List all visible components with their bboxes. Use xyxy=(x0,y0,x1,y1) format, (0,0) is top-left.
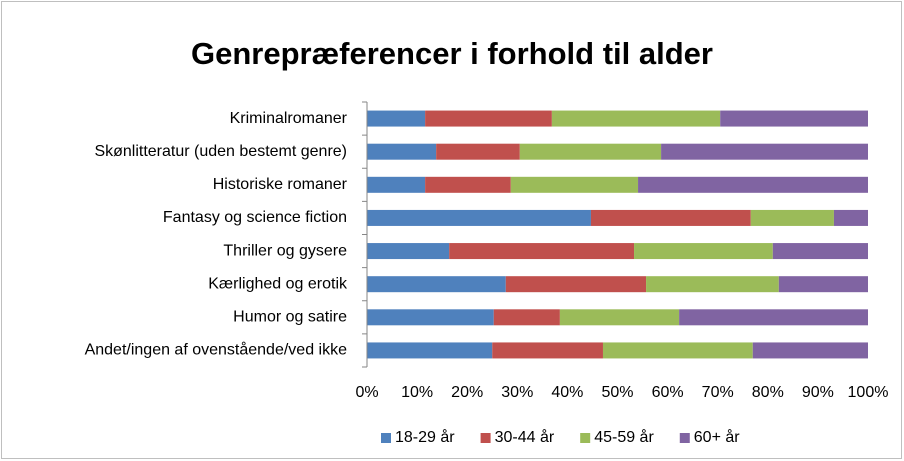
bar-segment xyxy=(425,110,552,127)
bar-segment xyxy=(750,209,834,226)
bar-segment xyxy=(367,309,494,326)
bar-segment xyxy=(493,309,560,326)
bar-segment xyxy=(833,209,868,226)
x-tick-label: 80% xyxy=(752,384,784,401)
bar-segment xyxy=(449,243,635,260)
x-tick-label: 40% xyxy=(551,384,583,401)
bar-segment xyxy=(367,143,437,160)
x-tick-label: 20% xyxy=(451,384,483,401)
x-tick-label: 90% xyxy=(802,384,834,401)
bar-segment xyxy=(505,276,647,293)
legend-label: 60+ år xyxy=(694,428,740,446)
x-tick-label: 30% xyxy=(501,384,533,401)
bar-segment xyxy=(367,243,450,260)
x-tick-label: 0% xyxy=(355,384,378,401)
bar-segment xyxy=(492,342,603,359)
y-tick-label: Thriller og gysere xyxy=(223,242,347,259)
bar-segment xyxy=(425,176,511,193)
bar-segment xyxy=(679,309,868,326)
y-tick-label: Andet/ingen af ovenstående/ved ikke xyxy=(85,341,348,359)
x-tick-label: 50% xyxy=(601,384,633,401)
bar-segment xyxy=(646,276,779,293)
bar-segment xyxy=(661,143,868,160)
x-tick-label: 100% xyxy=(848,384,889,401)
x-tick-label: 10% xyxy=(401,384,433,401)
x-tick-label: 70% xyxy=(702,384,734,401)
bar-segment xyxy=(367,110,426,127)
legend-swatch xyxy=(679,433,690,443)
bar-segment xyxy=(590,209,751,226)
bar-segment xyxy=(772,243,868,260)
bar-segment xyxy=(436,143,520,160)
legend-label: 45-59 år xyxy=(594,428,654,446)
bar-segment xyxy=(367,342,493,359)
bar-segment xyxy=(519,143,662,160)
bar-segment xyxy=(778,276,868,293)
bar-segment xyxy=(752,342,868,359)
legend-swatch xyxy=(381,433,391,443)
x-tick-label: 60% xyxy=(652,384,684,401)
bar-segment xyxy=(638,176,868,193)
legend-label: 18-29 år xyxy=(395,428,455,446)
bar-segment xyxy=(634,243,773,260)
legend-label: 30-44 år xyxy=(495,428,555,446)
chart-title: Genrepræferencer i forhold til alder xyxy=(191,36,713,71)
bar-segment xyxy=(367,276,506,293)
legend-swatch xyxy=(580,433,591,443)
bar-segment xyxy=(602,342,753,359)
y-tick-label: Kriminalromaner xyxy=(230,110,348,127)
bar-segment xyxy=(551,110,721,127)
y-tick-label: Historiske romaner xyxy=(213,176,348,193)
bar-segment xyxy=(559,309,680,326)
bar-segment xyxy=(367,209,591,226)
y-tick-label: Humor og satire xyxy=(233,309,347,326)
y-tick-label: Skønlitteratur (uden bestemt genre) xyxy=(94,143,347,160)
y-tick-label: Kærlighed og erotik xyxy=(208,275,348,292)
bar-segment xyxy=(720,110,868,127)
bar-segment xyxy=(367,176,426,193)
y-tick-label: Fantasy og science fiction xyxy=(163,209,347,226)
legend-swatch xyxy=(480,433,491,443)
bar-segment xyxy=(510,176,639,193)
